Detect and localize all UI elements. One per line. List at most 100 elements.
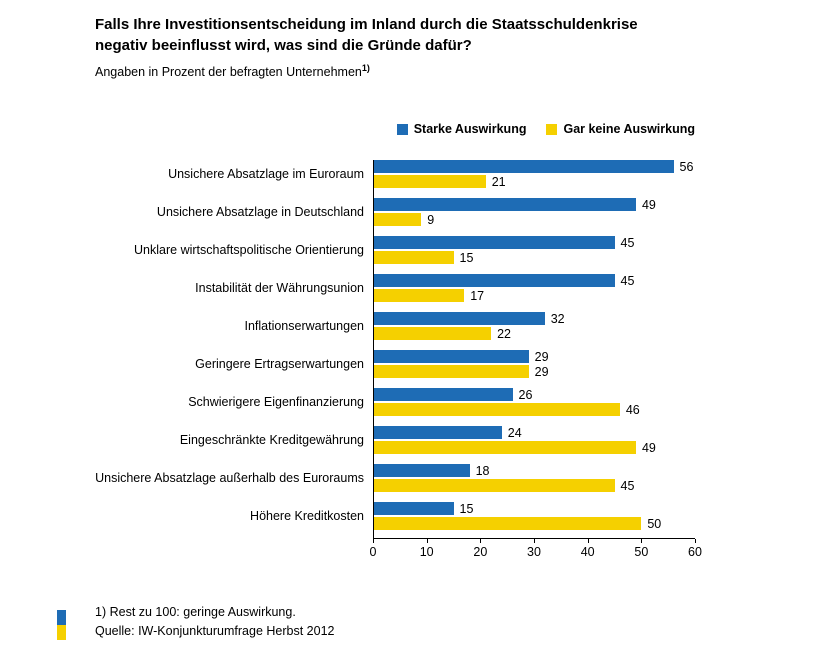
value-label: 45 — [620, 478, 635, 493]
bar-group: Geringere Ertragserwartungen 29 29 — [95, 349, 795, 379]
bar-line: 24 — [373, 425, 695, 440]
x-axis-tick-label: 20 — [473, 545, 488, 559]
x-axis-tick — [373, 539, 374, 543]
value-label: 9 — [427, 212, 435, 227]
x-axis-tick-label: 0 — [369, 545, 377, 559]
x-axis-tick — [426, 539, 428, 543]
bar-line: 29 — [373, 349, 695, 364]
footnote-note: 1) Rest zu 100: geringe Auswirkung. — [95, 605, 296, 619]
bar-line: 18 — [373, 463, 695, 478]
bar-gar-keine-auswirkung — [373, 213, 422, 226]
category-label: Instabilität der Währungsunion — [195, 280, 364, 295]
x-axis-tick-label: 50 — [634, 545, 649, 559]
bar-pair: 24 49 — [373, 425, 695, 455]
value-label: 29 — [534, 349, 549, 364]
value-label: 18 — [475, 463, 490, 478]
value-label: 26 — [518, 387, 533, 402]
x-axis-tick-label: 30 — [527, 545, 541, 559]
bar-line: 45 — [373, 274, 695, 288]
y-axis-line — [373, 160, 374, 538]
bar-line: 56 — [373, 159, 695, 174]
value-label: 24 — [507, 425, 522, 440]
bar-pair: 29 29 — [373, 349, 695, 379]
bar-rows: Unsichere Absatzlage im Euroraum 56 21 Unsi… — [95, 159, 795, 531]
bar-line: 45 — [373, 478, 695, 493]
category-label: Eingeschränkte Kreditgewährung — [179, 432, 364, 447]
bar-starke-auswirkung — [373, 350, 529, 363]
bar-group: Unsichere Absatzlage im Euroraum 56 21 — [95, 159, 795, 189]
plot-area: Unsichere Absatzlage im Euroraum 56 21 Unsi… — [95, 160, 795, 560]
x-axis-tick — [534, 539, 535, 543]
bar-group: Unsichere Absatzlage in Deutschland 49 9 — [95, 198, 795, 227]
value-label: 21 — [491, 174, 506, 189]
bar-starke-auswirkung — [373, 236, 615, 249]
subtitle-footnote-marker: 1) — [361, 63, 370, 73]
value-label: 45 — [620, 235, 635, 250]
legend-swatch-blue — [396, 123, 408, 135]
bar-line: 15 — [373, 502, 695, 516]
bar-line: 32 — [373, 311, 695, 326]
bar-group: Eingeschränkte Kreditgewährung 24 49 — [95, 425, 795, 455]
subtitle-text: Angaben in Prozent der befragten Unterne… — [95, 65, 362, 80]
bar-gar-keine-auswirkung — [373, 479, 615, 492]
chart-subtitle: Angaben in Prozent der befragten Unterne… — [95, 63, 755, 79]
bar-pair: 18 45 — [373, 463, 695, 493]
bar-line: 49 — [373, 198, 695, 212]
x-axis-tick — [480, 539, 482, 543]
x-axis-tick-label: 10 — [419, 545, 434, 559]
value-label: 46 — [625, 402, 640, 417]
x-axis-tick-label: 60 — [688, 545, 702, 559]
bar-line: 49 — [373, 440, 695, 455]
bar-line: 45 — [373, 235, 695, 250]
bar-gar-keine-auswirkung — [373, 289, 465, 302]
bar-group: Unsichere Absatzlage außerhalb des Euror… — [95, 463, 795, 493]
category-label: Höhere Kreditkosten — [250, 508, 364, 523]
value-label: 22 — [497, 326, 511, 341]
bar-starke-auswirkung — [373, 274, 615, 287]
bar-starke-auswirkung — [373, 198, 636, 211]
legend-label: Starke Auswirkung — [413, 122, 527, 136]
category-label: Inflationserwartungen — [244, 318, 364, 333]
bar-starke-auswirkung — [373, 464, 470, 477]
category-label: Unsichere Absatzlage im Euroraum — [168, 166, 364, 181]
bar-chart: Starke Auswirkung Gar keine Auswirkung U… — [95, 122, 795, 560]
bar-pair: 49 9 — [373, 198, 695, 227]
bar-line: 22 — [373, 326, 695, 341]
legend-item-starke-auswirkung: Starke Auswirkung — [396, 122, 527, 136]
category-label: Unsichere Absatzlage in Deutschland — [156, 204, 364, 219]
x-axis-tick — [587, 539, 589, 543]
x-axis-tick — [695, 539, 696, 543]
value-label: 15 — [459, 250, 474, 265]
value-label: 32 — [550, 311, 565, 326]
legend-label: Gar keine Auswirkung — [563, 122, 695, 136]
bar-line: 15 — [373, 250, 695, 265]
bar-line: 50 — [373, 516, 695, 531]
bar-starke-auswirkung — [373, 426, 502, 439]
bar-pair: 15 50 — [373, 502, 695, 531]
category-label: Unsichere Absatzlage außerhalb des Euror… — [95, 470, 364, 485]
bar-starke-auswirkung — [373, 502, 454, 515]
bar-line: 21 — [373, 174, 695, 189]
bar-line: 29 — [373, 365, 695, 379]
footnotes: 1) Rest zu 100: geringe Auswirkung. Quel… — [95, 603, 334, 641]
category-label: Schwierigere Eigenfinanzierung — [188, 394, 364, 409]
value-label: 56 — [679, 159, 694, 174]
bar-gar-keine-auswirkung — [373, 365, 529, 378]
page-title: Falls Ihre Investitionsentscheidung im I… — [95, 14, 755, 56]
value-label: 50 — [647, 516, 662, 531]
brand-mark-yellow — [57, 625, 66, 640]
legend-item-gar-keine-auswirkung: Gar keine Auswirkung — [546, 122, 695, 136]
bar-group: Unklare wirtschaftspolitische Orientieru… — [95, 235, 795, 265]
bar-group: Höhere Kreditkosten 15 50 — [95, 502, 795, 531]
bar-pair: 56 21 — [373, 159, 695, 189]
value-label: 49 — [641, 440, 656, 455]
bar-pair: 32 22 — [373, 311, 695, 341]
bar-gar-keine-auswirkung — [373, 403, 620, 416]
title-line-1: Falls Ihre Investitionsentscheidung im I… — [95, 16, 638, 33]
bar-group: Schwierigere Eigenfinanzierung 26 46 — [95, 387, 795, 417]
bar-group: Instabilität der Währungsunion 45 17 — [95, 274, 795, 303]
bar-gar-keine-auswirkung — [373, 175, 486, 188]
title-line-2: negativ beeinflusst wird, was sind die G… — [95, 37, 472, 54]
legend-swatch-yellow — [546, 123, 558, 135]
